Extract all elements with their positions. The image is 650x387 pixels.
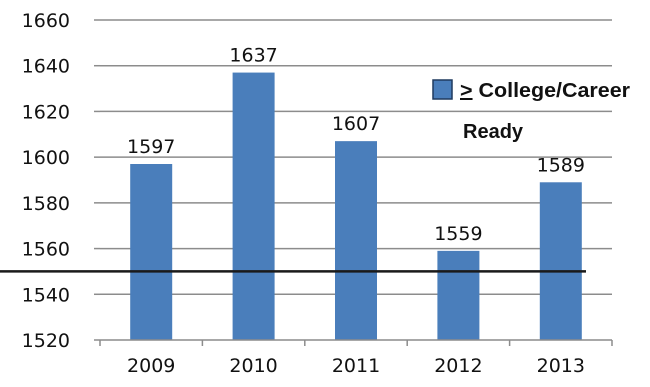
- y-tick-label: 1540: [22, 284, 70, 306]
- x-tick-label: 2010: [229, 355, 277, 377]
- data-label: 1589: [537, 154, 585, 176]
- legend-swatch: [432, 79, 453, 100]
- bar: [130, 164, 173, 340]
- y-tick-label: 1520: [22, 330, 70, 352]
- y-tick-label: 1560: [22, 239, 70, 261]
- y-tick-label: 1620: [22, 101, 70, 123]
- x-tick-label: 2012: [434, 355, 482, 377]
- y-tick-label: 1600: [22, 147, 70, 169]
- y-tick-label: 1640: [22, 56, 70, 78]
- data-labels: 1597 1637 1607 1559 1589: [127, 45, 585, 245]
- x-tick-label: 2009: [127, 355, 175, 377]
- data-label: 1559: [434, 223, 482, 245]
- legend-label: > College/Career: [460, 80, 630, 102]
- legend-symbol: >: [460, 80, 473, 102]
- legend-label-line2: Ready: [463, 121, 524, 143]
- y-tick-label: 1660: [22, 10, 70, 32]
- y-tick-label: 1580: [22, 193, 70, 215]
- data-label: 1597: [127, 136, 175, 158]
- bar: [335, 141, 377, 340]
- bars: [130, 72, 582, 341]
- data-label: 1637: [229, 45, 277, 67]
- bar: [437, 250, 480, 340]
- legend-label-line1: College/Career: [473, 80, 631, 102]
- bar: [232, 72, 275, 341]
- x-axis-ticks: 2009 2010 2011 2012 2013: [99, 340, 613, 377]
- y-axis-ticks: 1520 1540 1560 1580 1600 1620 1640 1660: [22, 10, 100, 352]
- bar: [539, 182, 582, 340]
- data-label: 1607: [332, 113, 380, 135]
- x-tick-label: 2011: [332, 355, 380, 377]
- x-tick-label: 2013: [537, 355, 585, 377]
- legend: > College/Career Ready: [432, 79, 630, 143]
